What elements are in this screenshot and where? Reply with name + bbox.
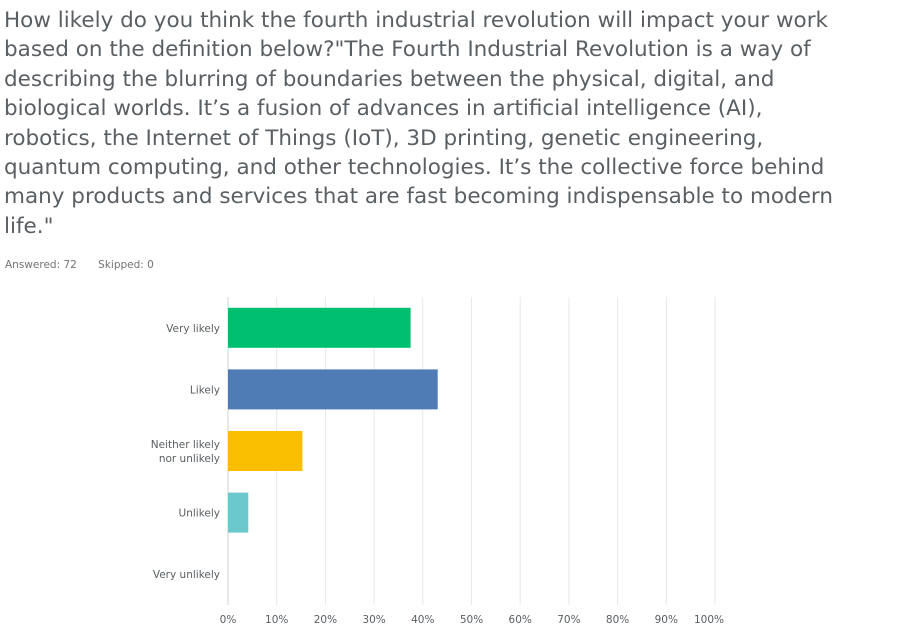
x-axis-ticks: 0% 10% 20% 30% 40% 50% 60% 70% 80% 90% 100%: [220, 614, 724, 626]
x-tick-label: 10%: [265, 614, 288, 626]
category-label: Very likely: [166, 323, 220, 335]
bar-chart: Very likely Likely Neither likely nor unlik…: [151, 297, 724, 626]
bars: [228, 307, 438, 533]
category-label: Likely: [190, 384, 220, 396]
category-labels: Very likely Likely Neither likely nor unlik…: [151, 323, 220, 581]
category-label: nor unlikely: [159, 453, 220, 465]
x-tick-label: 30%: [362, 614, 385, 626]
question-text: How likely do you think the fourth indus…: [4, 8, 834, 239]
category-label: Unlikely: [179, 508, 220, 520]
x-tick-label: 90%: [655, 614, 678, 626]
x-tick-label: 40%: [411, 614, 434, 626]
x-tick-label: 50%: [460, 614, 483, 626]
bar[interactable]: [228, 369, 438, 410]
x-tick-label: 70%: [557, 614, 580, 626]
x-tick-label: 100%: [694, 614, 724, 626]
category-label: Very unlikely: [153, 569, 220, 581]
x-tick-label: 0%: [220, 614, 237, 626]
skipped-count: Skipped: 0: [98, 259, 154, 271]
category-label: Neither likely: [151, 439, 220, 451]
grid-lines: [227, 297, 716, 605]
x-tick-label: 60%: [509, 614, 532, 626]
answered-count: Answered: 72: [5, 259, 77, 271]
bar[interactable]: [228, 492, 249, 533]
x-tick-label: 20%: [314, 614, 337, 626]
bar[interactable]: [228, 307, 411, 348]
x-tick-label: 80%: [606, 614, 629, 626]
bar[interactable]: [228, 431, 303, 471]
response-stats: Answered: 72 Skipped: 0: [5, 259, 172, 271]
